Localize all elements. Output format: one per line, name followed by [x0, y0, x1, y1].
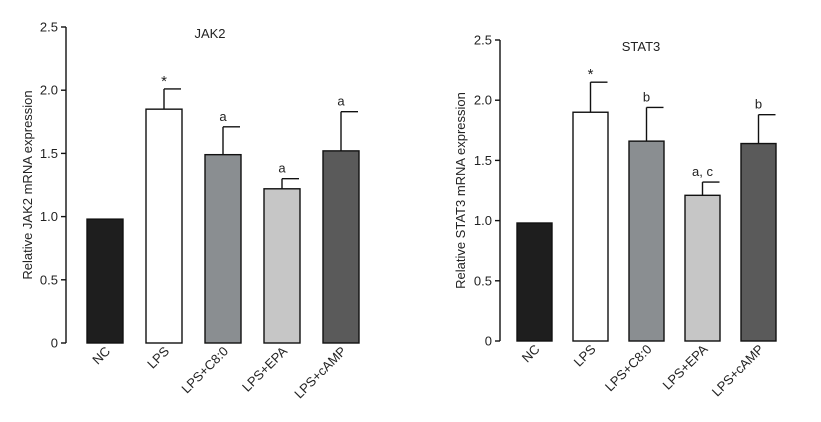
bar-lps: [145, 108, 183, 344]
y-axis-label: Relative STAT3 mRNA expression: [453, 92, 468, 289]
bar-lps: [572, 111, 609, 342]
chart-title: JAK2: [194, 26, 225, 41]
significance-label: *: [161, 73, 167, 90]
bar-lps-c8-0: [628, 140, 665, 342]
chart-2: STAT3 Relative STAT3 mRNA expression 0 0.5 1…: [453, 33, 777, 400]
significance-label: a: [337, 94, 345, 109]
y-tick-label: 0.5: [474, 273, 492, 288]
significance-label: a: [278, 161, 286, 176]
significance-label: a, c: [692, 164, 713, 179]
chart-title: STAT3: [622, 39, 661, 54]
y-tick-label: 2.0: [474, 93, 492, 108]
x-tick-label: NC: [519, 342, 543, 366]
x-tick-label: LPS+cAMP: [291, 344, 349, 402]
bar-lps-epa: [684, 194, 721, 342]
x-tick-label: LPS+C8:0: [178, 344, 231, 397]
x-tick-label: LPS+cAMP: [709, 342, 767, 400]
bar-lps-epa: [263, 188, 301, 344]
significance-label: a: [219, 109, 227, 124]
y-tick-label: 1.5: [474, 153, 492, 168]
y-tick-label: 0: [485, 334, 492, 349]
y-tick-label: 2.0: [40, 83, 58, 98]
y-tick-label: 0.5: [40, 272, 58, 287]
bar-lps-c8-0: [204, 153, 242, 344]
significance-label: *: [588, 66, 594, 83]
bar-lps-camp: [322, 150, 360, 344]
x-tick-label: LPS+C8:0: [602, 342, 655, 395]
y-tick-label: 2.5: [40, 20, 58, 35]
chart-1: JAK2 Relative JAK2 mRNA expression 0 0.5 1.0…: [20, 20, 360, 402]
y-tick-label: 1.0: [40, 209, 58, 224]
significance-label: b: [755, 97, 762, 112]
y-tick-label: 1.0: [474, 213, 492, 228]
x-tick-label: LPS: [571, 341, 599, 369]
bar-nc: [516, 222, 553, 342]
significance-label: b: [643, 89, 650, 104]
y-tick-label: 2.5: [474, 33, 492, 48]
y-axis-label: Relative JAK2 mRNA expression: [20, 90, 35, 279]
x-tick-label: LPS+EPA: [660, 341, 711, 392]
x-tick-label: LPS: [144, 343, 172, 371]
x-tick-label: NC: [89, 344, 113, 368]
bar-lps-camp: [740, 142, 777, 342]
bar-nc: [86, 218, 124, 344]
y-tick-label: 0: [51, 336, 58, 351]
x-tick-label: LPS+EPA: [239, 343, 290, 394]
y-tick-label: 1.5: [40, 146, 58, 161]
